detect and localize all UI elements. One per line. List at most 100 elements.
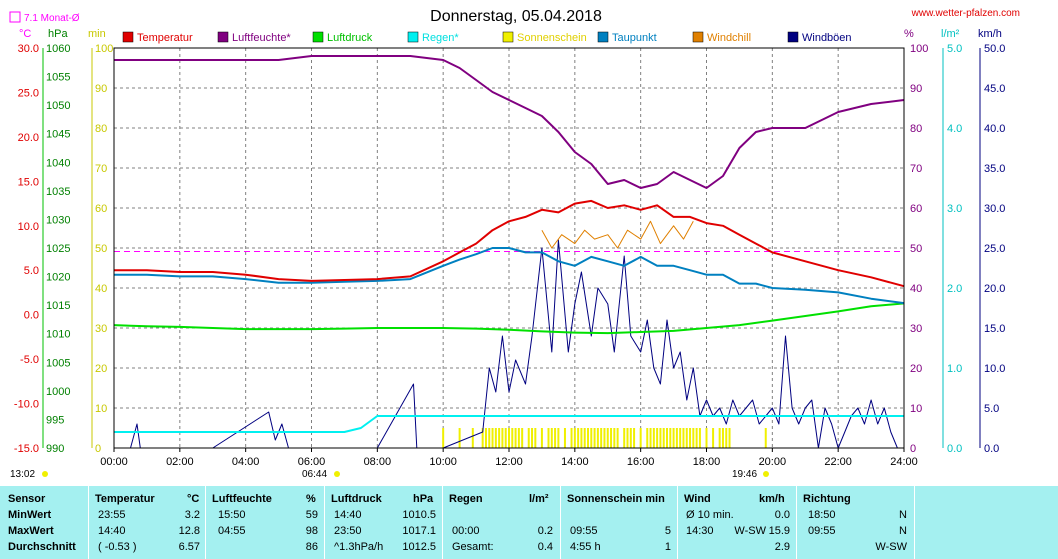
stat-w-val: 0.0 (774, 509, 790, 521)
sunshine-bar (531, 428, 534, 448)
rain-tick-label: 3.0 (947, 203, 962, 215)
legend-label: Sonnenschein (517, 32, 587, 44)
temp-unit-label: °C (19, 28, 31, 40)
stat-d-time: 18:50 (808, 509, 836, 521)
pressure-tick-label: 1040 (46, 157, 70, 169)
legend-label: Luftfeuchte* (232, 32, 291, 44)
x-tick-label: 22:00 (824, 456, 852, 468)
wind-tick-label: 20.0 (984, 283, 1005, 295)
temp-tick-label: -10.0 (14, 399, 39, 411)
legend-swatch (312, 31, 324, 43)
legend-swatch (407, 31, 419, 43)
sunshine-bar (481, 428, 484, 448)
sunshine-bar (596, 428, 599, 448)
rain-tick-label: 1.0 (947, 363, 962, 375)
stat-h-time: 15:50 (218, 509, 246, 521)
sunshine-tick-label: 60 (95, 203, 107, 215)
pressure-tick-label: 1030 (46, 214, 70, 226)
sunrise-time-label: 06:44 (302, 469, 327, 480)
sunshine-bar (534, 428, 537, 448)
axes: 30.0 25.0 20.0 15.0 10.0 5.0 0.0 -5.0 -10.0 -15.0… (14, 43, 1006, 468)
header-wind: Wind (684, 493, 711, 505)
rain-tick-label: 5.0 (947, 43, 962, 55)
sunshine-bar (501, 428, 504, 448)
sunshine-bar (563, 428, 566, 448)
legend-swatch (597, 31, 609, 43)
x-tick-label: 18:00 (693, 456, 721, 468)
sunshine-tick-label: 20 (95, 363, 107, 375)
sunshine-bar (508, 428, 510, 448)
x-tick-label: 02:00 (166, 456, 194, 468)
windchill-line (541, 220, 694, 249)
rain-unit-label: l/m² (941, 28, 960, 40)
sunshine-bar (458, 428, 461, 448)
header-temp-unit: °C (187, 493, 200, 505)
stat-r-time: Gesamt: (452, 541, 494, 553)
sunshine-bar (514, 428, 517, 448)
website-link[interactable]: www.wetter-pfalzen.com (911, 8, 1020, 19)
x-tick-label: 16:00 (627, 456, 655, 468)
sunshine-bar (639, 428, 642, 448)
sunshine-tick-label: 70 (95, 163, 107, 175)
sunshine-bar (590, 428, 593, 448)
x-tick-label: 00:00 (100, 456, 128, 468)
temp-tick-label: 20.0 (18, 132, 39, 144)
temp-tick-label: 0.0 (24, 310, 39, 322)
pressure-tick-label: 1000 (46, 386, 70, 398)
stat-d-val: W-SW (875, 541, 907, 553)
sunshine-bar (603, 428, 606, 448)
stat-h-val: 86 (305, 541, 318, 553)
pressure-tick-label: 1020 (46, 272, 70, 284)
plot-frame (113, 47, 905, 449)
sunshine-bar (718, 428, 721, 448)
stat-t-time: 23:55 (98, 509, 126, 521)
humidity-tick-label: 60 (910, 203, 922, 215)
rain-line (114, 415, 904, 433)
temp-tick-label: 30.0 (18, 43, 39, 55)
humidity-tick-label: 0 (910, 443, 916, 455)
sunshine-bar (646, 428, 649, 448)
stat-p-val: 1012.5 (402, 541, 436, 553)
humidity-tick-label: 70 (910, 163, 922, 175)
stat-label: Durchschnitt (8, 541, 76, 553)
sunshine-tick-label: 90 (95, 83, 107, 95)
sunshine-bar (606, 428, 609, 448)
stat-r-time: 00:00 (452, 525, 480, 537)
start-sun-icon (42, 471, 48, 477)
stat-t-val: 6.57 (178, 541, 200, 553)
sunshine-bar (672, 428, 675, 448)
sunshine-bar (484, 428, 487, 448)
sunshine-tick-label: 80 (95, 123, 107, 135)
sunshine-bar (554, 428, 557, 448)
x-tick-label: 10:00 (429, 456, 457, 468)
wind-unit-label: km/h (978, 28, 1002, 40)
header-luftdruck: Luftdruck (331, 493, 382, 505)
sunshine-bar (656, 428, 659, 448)
sunshine-bar (573, 428, 576, 448)
sunrise-icon (334, 471, 340, 477)
wind-tick-label: 40.0 (984, 123, 1005, 135)
dewpoint-line (114, 247, 905, 305)
sunshine-bar (623, 428, 626, 448)
pressure-tick-label: 1055 (46, 72, 70, 84)
sunshine-bar (666, 428, 668, 448)
series-lines (113, 55, 905, 449)
rain-tick-label: 4.0 (947, 123, 962, 135)
sunshine-bar (527, 428, 530, 448)
chart-title: Donnerstag, 05.04.2018 (430, 8, 602, 25)
sunshine-unit-label: min (88, 28, 106, 40)
wind-tick-label: 25.0 (984, 243, 1005, 255)
stat-t-val: 12.8 (178, 525, 200, 537)
sunshine-bar (491, 428, 494, 448)
sunshine-bar (521, 428, 524, 448)
sunshine-bar (662, 428, 665, 448)
sunshine-tick-label: 50 (95, 243, 107, 255)
sunshine-bar (689, 428, 692, 448)
sunshine-bar (629, 428, 632, 448)
humidity-tick-label: 40 (910, 283, 922, 295)
stat-p-time: 23:50 (334, 525, 362, 537)
sunshine-tick-label: 0 (95, 443, 101, 455)
sunshine-bar (649, 428, 652, 448)
temp-tick-label: -5.0 (20, 354, 39, 366)
stat-s-val: 5 (664, 525, 671, 537)
